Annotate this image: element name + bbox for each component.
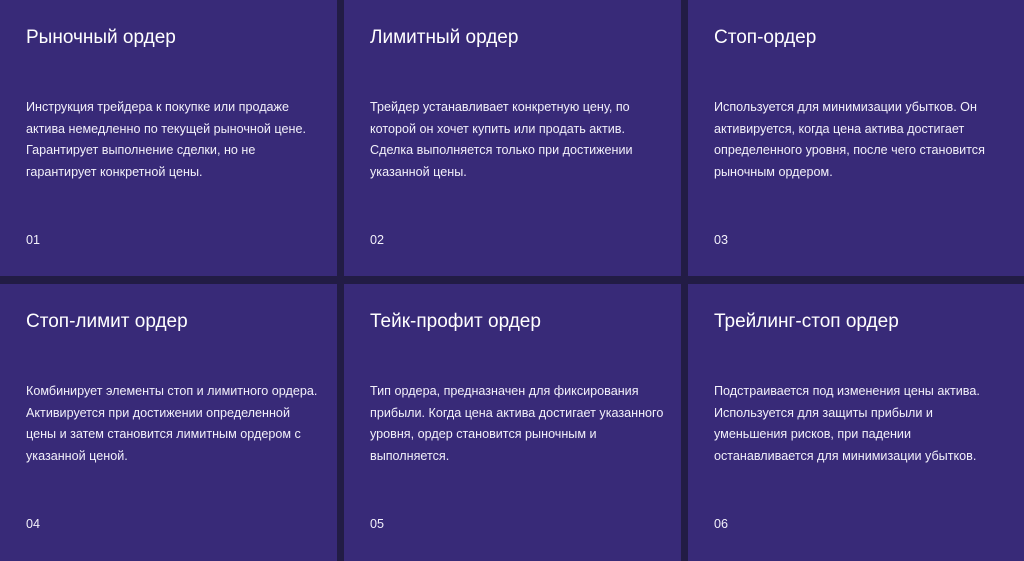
card-description: Используется для минимизации убытков. Он… bbox=[714, 100, 985, 179]
card-description: Инструкция трейдера к покупке или продаж… bbox=[26, 100, 306, 179]
order-type-card: Рыночный ордер Инструкция трейдера к поку… bbox=[0, 0, 337, 276]
card-number: 06 bbox=[714, 517, 729, 531]
card-description: Тип ордера, предназначен для фиксировани… bbox=[370, 384, 664, 463]
order-type-card: Тейк-профит ордер Тип ордера, предназначе… bbox=[344, 284, 681, 561]
order-type-card: Трейлинг-стоп ордер Подстраивается под из… bbox=[688, 284, 1024, 561]
card-number: 04 bbox=[26, 517, 41, 531]
card-title: Стоп-ордер bbox=[714, 27, 817, 48]
card-title: Трейлинг-стоп ордер bbox=[714, 311, 899, 332]
card-title: Рыночный ордер bbox=[26, 27, 176, 48]
card-description: Трейдер устанавливает конкретную цену, п… bbox=[370, 100, 633, 179]
card-description: Подстраивается под изменения цены актива… bbox=[714, 384, 980, 463]
card-title: Лимитный ордер bbox=[370, 27, 519, 48]
card-number: 03 bbox=[714, 233, 729, 247]
card-number: 05 bbox=[370, 517, 385, 531]
order-type-card: Стоп-ордер Используется для минимизации у… bbox=[688, 0, 1024, 276]
order-type-card: Лимитный ордер Трейдер устанавливает конк… bbox=[344, 0, 681, 276]
card-description: Комбинирует элементы стоп и лимитного ор… bbox=[26, 384, 318, 463]
order-type-card: Стоп-лимит ордер Комбинирует элементы сто… bbox=[0, 284, 337, 561]
card-number: 02 bbox=[370, 233, 385, 247]
card-number: 01 bbox=[26, 233, 41, 247]
card-title: Тейк-профит ордер bbox=[370, 311, 541, 332]
card-title: Стоп-лимит ордер bbox=[26, 311, 188, 332]
